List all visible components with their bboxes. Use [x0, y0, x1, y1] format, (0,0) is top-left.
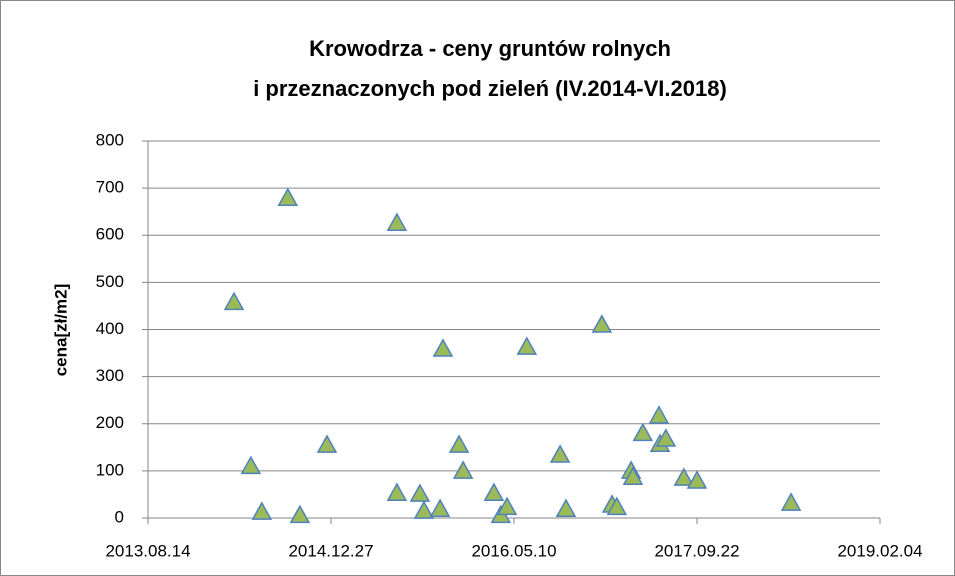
y-axis-label: cena[zł/m2]	[51, 284, 70, 377]
marker	[686, 470, 708, 489]
marker	[251, 501, 273, 520]
x-tick-label: 2017.09.22	[654, 541, 739, 560]
marker	[591, 314, 613, 333]
y-tick-label: 700	[96, 178, 124, 197]
y-tick-label: 200	[96, 413, 124, 432]
marker	[555, 498, 577, 517]
marker	[240, 455, 262, 475]
marker	[606, 496, 628, 516]
x-tick-label: 2016.05.10	[471, 541, 556, 560]
x-tick-label: 2014.12.27	[288, 541, 373, 560]
marker	[648, 405, 670, 424]
marker	[386, 482, 408, 501]
y-tick-label: 600	[96, 225, 124, 244]
marker	[316, 434, 338, 453]
marker	[223, 291, 245, 311]
marker	[632, 422, 654, 442]
marker	[413, 500, 435, 519]
marker	[452, 460, 474, 479]
marker	[429, 498, 451, 517]
marker	[277, 187, 299, 206]
marker	[409, 483, 431, 502]
y-tick-label: 100	[96, 460, 124, 479]
chart-title: Krowodrza - ceny gruntów rolnych	[309, 36, 671, 61]
y-tick-label: 0	[115, 507, 124, 526]
y-tick-label: 800	[96, 130, 124, 149]
marker	[289, 504, 311, 524]
marker	[516, 336, 538, 355]
chart-title: i przeznaczonych pod zieleń (IV.2014-VI.…	[253, 76, 727, 101]
y-tick-label: 400	[96, 319, 124, 338]
marker	[655, 428, 677, 447]
y-tick-label: 300	[96, 366, 124, 385]
marker	[496, 496, 518, 516]
marker	[780, 492, 802, 511]
marker	[483, 482, 505, 501]
x-tick-label: 2019.02.04	[837, 541, 922, 560]
marker	[549, 444, 571, 463]
marker	[448, 434, 470, 453]
marker	[673, 467, 695, 486]
x-tick-label: 2013.08.14	[105, 541, 190, 560]
marker	[386, 212, 408, 231]
marker	[432, 338, 454, 357]
y-tick-label: 500	[96, 272, 124, 291]
marker	[622, 466, 644, 485]
